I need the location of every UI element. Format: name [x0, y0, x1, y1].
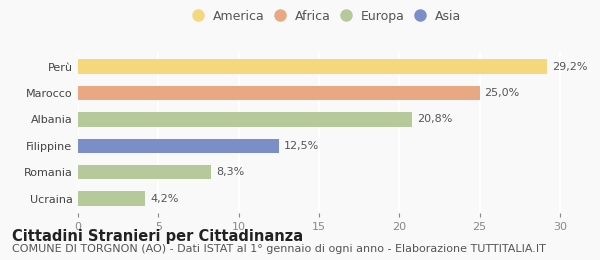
Text: COMUNE DI TORGNON (AO) - Dati ISTAT al 1° gennaio di ogni anno - Elaborazione TU: COMUNE DI TORGNON (AO) - Dati ISTAT al 1… — [12, 244, 546, 254]
Text: 25,0%: 25,0% — [484, 88, 520, 98]
Text: 20,8%: 20,8% — [417, 114, 452, 124]
Bar — [78, 112, 412, 127]
Text: Cittadini Stranieri per Cittadinanza: Cittadini Stranieri per Cittadinanza — [12, 229, 303, 244]
Bar — [78, 165, 211, 179]
Bar — [78, 139, 279, 153]
Text: 4,2%: 4,2% — [150, 194, 179, 204]
Bar — [78, 191, 145, 206]
Legend: America, Africa, Europa, Asia: America, Africa, Europa, Asia — [190, 7, 464, 27]
Text: 8,3%: 8,3% — [216, 167, 244, 177]
Text: 12,5%: 12,5% — [284, 141, 319, 151]
Bar — [78, 86, 479, 100]
Text: 29,2%: 29,2% — [552, 62, 587, 72]
Bar — [78, 59, 547, 74]
